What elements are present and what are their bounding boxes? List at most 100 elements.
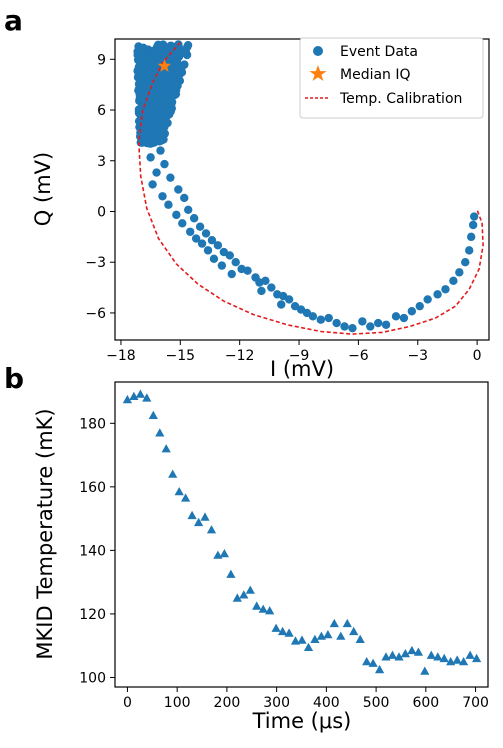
temperature-point xyxy=(303,642,314,651)
x-tick-label-a: −18 xyxy=(106,348,136,364)
event-point xyxy=(373,318,383,328)
event-point xyxy=(159,121,168,131)
x-tick-label-a: −9 xyxy=(289,348,310,364)
temperature-point xyxy=(336,631,346,640)
x-tick-label-a: −15 xyxy=(166,348,196,364)
x-tick-label-b: 0 xyxy=(123,695,132,711)
event-point xyxy=(381,320,391,329)
event-point xyxy=(340,322,349,331)
event-point xyxy=(152,120,162,129)
temperature-point xyxy=(407,645,417,655)
iq-scatter-chart: −18 −15 −12 −9 −6 −3 0 −6 −3 0 3 6 9 I (mV) Q (mV) E… xyxy=(31,37,490,381)
x-tick-label-a: −3 xyxy=(407,348,428,364)
temperature-point xyxy=(329,618,339,628)
event-point xyxy=(180,193,189,203)
event-point xyxy=(137,45,147,55)
event-point xyxy=(257,286,266,296)
x-tick-label-b: 100 xyxy=(164,695,191,711)
y-tick-label-b: 140 xyxy=(79,543,106,559)
plot-data-b xyxy=(122,389,482,675)
y-axis-label-a: Q (mV) xyxy=(31,152,55,226)
temperature-point xyxy=(362,657,372,666)
temperature-point xyxy=(194,517,204,527)
event-point xyxy=(209,254,219,264)
temperature-point xyxy=(368,658,378,667)
temperature-point xyxy=(375,664,385,674)
x-tick-label-b: 500 xyxy=(363,695,390,711)
event-point xyxy=(136,138,145,147)
event-point xyxy=(168,75,177,85)
event-point xyxy=(441,285,450,294)
temperature-point xyxy=(232,593,242,602)
temperature-point xyxy=(323,630,333,639)
event-point xyxy=(148,138,157,148)
event-point xyxy=(166,173,175,182)
ticks-a: −18 −15 −12 −9 −6 −3 0 −6 −3 0 3 6 9 xyxy=(85,52,481,364)
event-point xyxy=(142,82,151,92)
event-point xyxy=(231,258,240,267)
temperature-point xyxy=(459,657,469,666)
event-point xyxy=(143,113,153,123)
plot-data-a xyxy=(133,40,484,335)
y-tick-label-a: 6 xyxy=(97,103,106,119)
event-point xyxy=(172,210,181,220)
event-point xyxy=(153,61,163,70)
temperature-point xyxy=(465,650,475,659)
temperature-point xyxy=(472,653,482,663)
x-axis-label-b: Time (μs) xyxy=(252,709,352,733)
legend: Event Data Median IQ Temp. Calibration xyxy=(299,37,484,119)
event-point xyxy=(151,106,161,116)
event-point xyxy=(175,48,185,57)
y-tick-label-a: −6 xyxy=(85,306,106,322)
temperature-point xyxy=(187,510,197,520)
temperature-point xyxy=(284,628,294,637)
temperature-point xyxy=(148,410,158,419)
event-point xyxy=(183,42,192,52)
temperature-point xyxy=(155,428,165,437)
event-point xyxy=(142,54,152,63)
event-point xyxy=(155,136,164,146)
event-point xyxy=(148,180,157,189)
x-tick-label-b: 400 xyxy=(313,695,340,711)
event-point xyxy=(277,300,286,309)
event-point xyxy=(144,73,153,82)
temperature-point xyxy=(135,389,145,398)
plot-area-b xyxy=(115,382,488,687)
event-point xyxy=(243,266,252,275)
y-tick-label-b: 180 xyxy=(79,416,106,432)
event-point xyxy=(184,205,193,214)
event-point xyxy=(399,313,409,323)
legend-median-star-icon xyxy=(309,65,327,81)
event-point xyxy=(146,153,155,162)
event-point xyxy=(332,318,341,328)
temperature-point xyxy=(452,655,462,664)
ticks-b: 0 100 200 300 400 500 600 700 100 120 140 160 180 xyxy=(79,416,489,711)
event-point xyxy=(308,312,318,321)
temperature-point xyxy=(258,604,268,613)
event-point xyxy=(185,227,195,236)
event-point xyxy=(161,102,170,111)
temperature-point xyxy=(239,590,249,599)
y-tick-label-a: 0 xyxy=(97,204,106,220)
event-point xyxy=(391,312,401,321)
event-point xyxy=(225,251,234,260)
event-point xyxy=(415,301,424,311)
event-point xyxy=(469,212,479,221)
temperature-point xyxy=(245,585,255,594)
y-tick-label-b: 100 xyxy=(79,670,106,686)
temperature-point xyxy=(394,652,404,661)
event-point xyxy=(197,239,207,248)
temperature-time-chart: 0 100 200 300 400 500 600 700 100 120 140 160 180 Ti… xyxy=(33,381,489,733)
temperature-point xyxy=(400,649,410,658)
temperature-point xyxy=(433,652,443,661)
temperature-point xyxy=(297,635,307,644)
event-point xyxy=(174,185,183,194)
temperature-point xyxy=(426,650,436,659)
event-point xyxy=(433,290,442,299)
legend-calibration-label: Temp. Calibration xyxy=(339,91,462,107)
event-point xyxy=(195,222,205,231)
event-point xyxy=(149,87,159,97)
temperature-point xyxy=(129,391,139,400)
temperature-point xyxy=(181,493,191,502)
